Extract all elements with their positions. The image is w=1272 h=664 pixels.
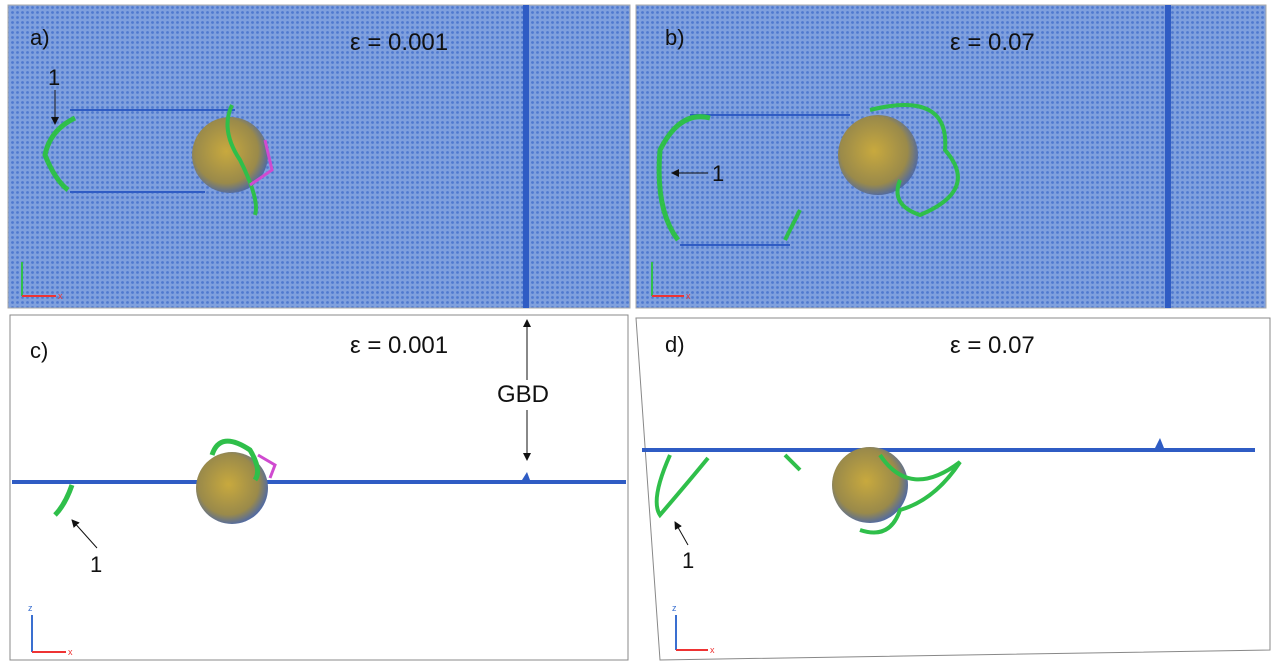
dislocation-marker: 1	[90, 552, 102, 577]
dislocation-marker: 1	[682, 548, 694, 573]
dislocation-marker: 1	[712, 161, 724, 186]
panel-b: b) ε = 0.07 1 x	[636, 5, 1266, 308]
panel-label: c)	[30, 338, 48, 363]
axis-label: x	[710, 645, 715, 655]
axis-label: x	[58, 291, 63, 301]
panel-a: a) ε = 0.001 1 x	[8, 5, 630, 308]
axis-label: x	[68, 647, 73, 657]
axis-label: z	[672, 603, 677, 613]
axis-label: z	[28, 603, 33, 613]
strain-label: ε = 0.001	[350, 29, 448, 56]
axis-label: x	[686, 291, 691, 301]
panel-label: a)	[30, 25, 50, 50]
panel-d: d) ε = 0.07 1 z x	[636, 318, 1270, 660]
panel-label: b)	[665, 25, 685, 50]
gbd-annotation: GBD	[497, 381, 549, 408]
panel-label: d)	[665, 332, 685, 357]
figure: a) ε = 0.001 1 x b) ε = 0.07 1 x c)	[0, 0, 1272, 664]
strain-label: ε = 0.07	[950, 332, 1035, 359]
strain-label: ε = 0.07	[950, 29, 1035, 56]
panel-c: c) ε = 0.001 1 GBD z x	[10, 315, 628, 660]
strain-label: ε = 0.001	[350, 332, 448, 359]
dislocation-marker: 1	[48, 65, 60, 90]
